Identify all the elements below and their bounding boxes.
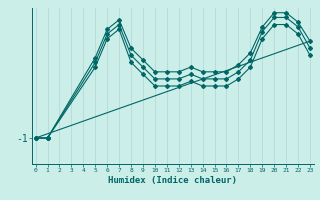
X-axis label: Humidex (Indice chaleur): Humidex (Indice chaleur): [108, 176, 237, 185]
